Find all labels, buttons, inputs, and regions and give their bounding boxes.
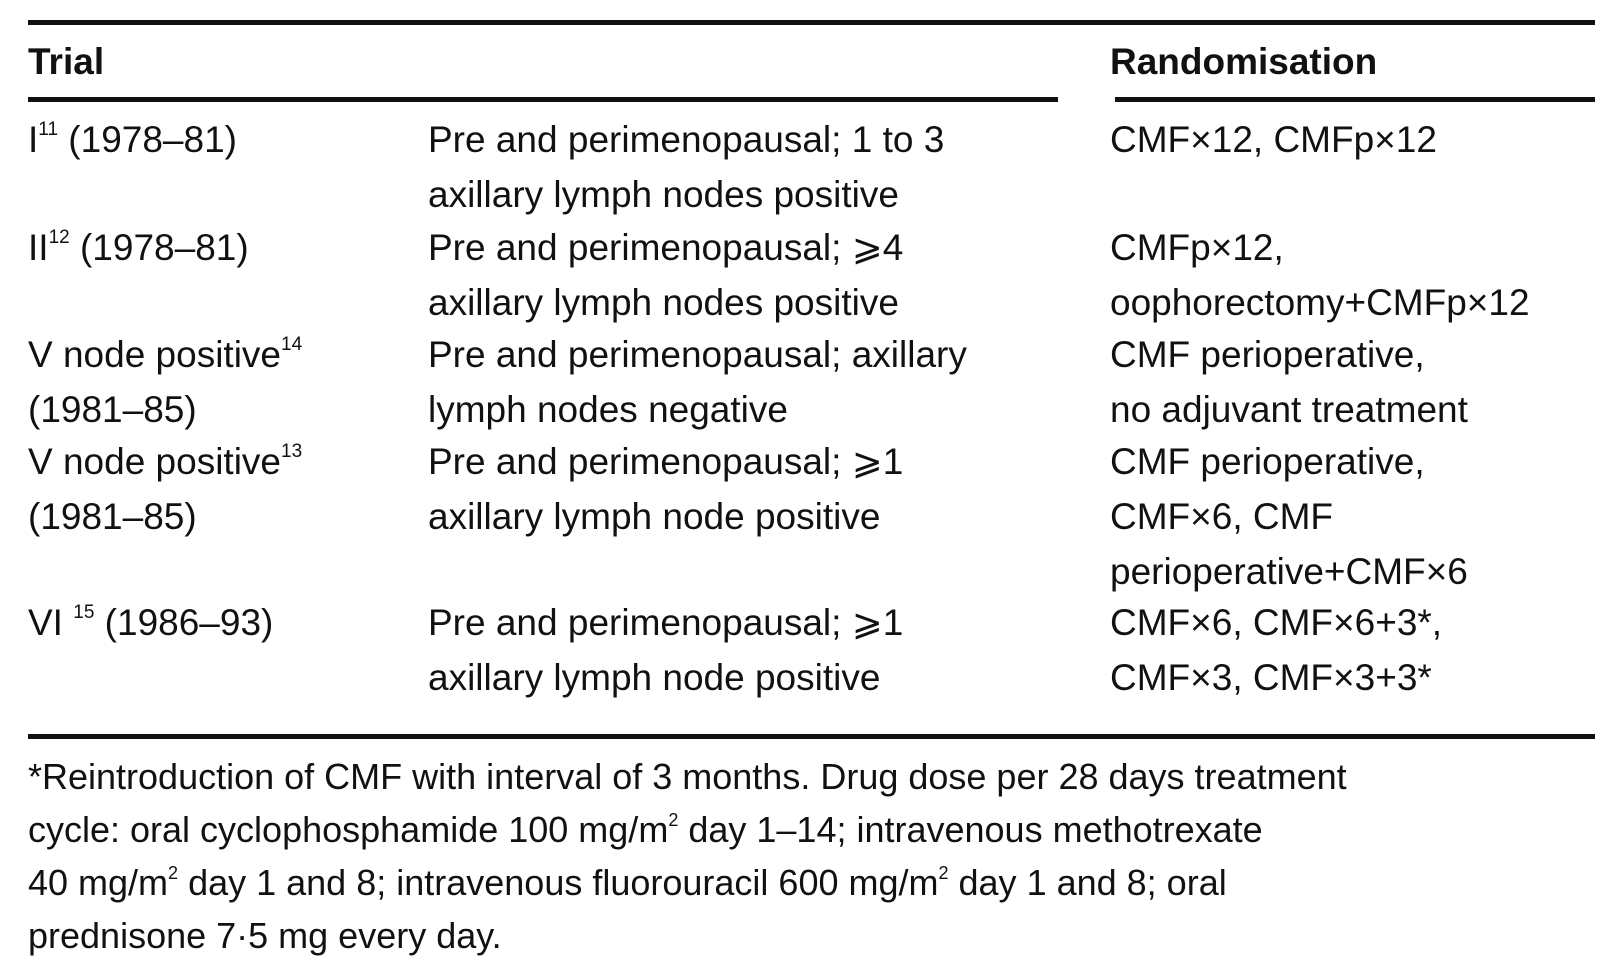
trial-cell: VI 15 (1986–93) <box>28 595 408 650</box>
reference-superscript: 13 <box>281 441 303 462</box>
table-footnote: *Reintroduction of CMF with interval of … <box>28 750 1598 962</box>
trial-years: (1981–85) <box>28 389 197 430</box>
trial-name: VI <box>28 602 74 643</box>
randomisation-line: CMF perioperative, <box>1110 441 1425 482</box>
header-rule-trial <box>28 97 1058 102</box>
trial-name: V node positive <box>28 334 282 375</box>
population-line: axillary lymph nodes positive <box>428 282 899 323</box>
randomisation-line: perioperative+CMF×6 <box>1110 551 1468 592</box>
population-line: axillary lymph nodes positive <box>428 174 899 215</box>
trial-cell: I11 (1978–81) <box>28 112 408 167</box>
randomisation-line: CMF×6, CMF×6+3*, <box>1110 602 1443 643</box>
population-line: axillary lymph node positive <box>428 496 881 537</box>
randomisation-cell: CMF×6, CMF×6+3*, CMF×3, CMF×3+3* <box>1110 595 1605 705</box>
footnote-line: 40 mg/m2 day 1 and 8; intravenous fluoro… <box>28 856 1598 909</box>
randomisation-line: CMFp×12, <box>1110 227 1284 268</box>
trial-years: (1978–81) <box>69 227 249 268</box>
population-line: Pre and perimenopausal; ⩾1 <box>428 602 904 643</box>
population-line: Pre and perimenopausal; ⩾4 <box>428 227 904 268</box>
reference-superscript: 11 <box>38 119 59 140</box>
trial-cell: II12 (1978–81) <box>28 220 408 275</box>
footnote-text: day 1–14; intravenous methotrexate <box>678 809 1263 850</box>
reference-superscript: 15 <box>73 602 95 623</box>
randomisation-cell: CMFp×12, oophorectomy+CMFp×12 <box>1110 220 1605 330</box>
footnote-superscript: 2 <box>168 863 179 883</box>
reference-superscript: 14 <box>281 334 303 355</box>
randomisation-line: CMF perioperative, <box>1110 334 1425 375</box>
population-cell: Pre and perimenopausal; ⩾1 axillary lymp… <box>428 434 1068 544</box>
trial-years: (1978–81) <box>58 119 237 160</box>
population-cell: Pre and perimenopausal; 1 to 3 axillary … <box>428 112 1068 222</box>
footnote-line: *Reintroduction of CMF with interval of … <box>28 756 1347 797</box>
population-cell: Pre and perimenopausal; ⩾1 axillary lymp… <box>428 595 1068 705</box>
randomisation-cell: CMF perioperative, CMF×6, CMF perioperat… <box>1110 434 1605 599</box>
header-rule-randomisation <box>1115 97 1595 102</box>
footnote-text: day 1 and 8; intravenous fluorouracil 60… <box>178 862 939 903</box>
randomisation-cell: CMF perioperative, no adjuvant treatment <box>1110 327 1605 437</box>
randomisation-line: CMF×12, CMFp×12 <box>1110 119 1437 160</box>
footnote-text: day 1 and 8; oral <box>948 862 1227 903</box>
randomisation-line: oophorectomy+CMFp×12 <box>1110 282 1530 323</box>
footnote-line: prednisone 7·5 mg every day. <box>28 915 502 956</box>
footnote-superscript: 2 <box>668 810 679 830</box>
population-line: Pre and perimenopausal; ⩾1 <box>428 441 904 482</box>
population-line: Pre and perimenopausal; 1 to 3 <box>428 119 945 160</box>
population-line: axillary lymph node positive <box>428 657 881 698</box>
population-line: Pre and perimenopausal; axillary <box>428 334 967 375</box>
trial-cell: V node positive13 (1981–85) <box>28 434 408 544</box>
reference-superscript: 12 <box>48 227 70 248</box>
column-header-trial: Trial <box>28 41 105 82</box>
population-cell: Pre and perimenopausal; axillary lymph n… <box>428 327 1068 437</box>
randomisation-line: CMF×6, CMF <box>1110 496 1334 537</box>
randomisation-line: CMF×3, CMF×3+3* <box>1110 657 1432 698</box>
column-header-randomisation: Randomisation <box>1110 41 1378 82</box>
trial-name: II <box>28 227 49 268</box>
footnote-text: cycle: oral cyclophosphamide 100 mg/m <box>28 809 669 850</box>
population-cell: Pre and perimenopausal; ⩾4 axillary lymp… <box>428 220 1068 330</box>
trial-cell: V node positive14 (1981–85) <box>28 327 408 437</box>
footnote-text: 40 mg/m <box>28 862 169 903</box>
table-top-rule <box>28 20 1595 25</box>
footnote-line: cycle: oral cyclophosphamide 100 mg/m2 d… <box>28 803 1598 856</box>
trial-years: (1981–85) <box>28 496 197 537</box>
trial-name: I <box>28 119 39 160</box>
randomisation-cell: CMF×12, CMFp×12 <box>1110 112 1605 167</box>
trial-name: V node positive <box>28 441 282 482</box>
population-line: lymph nodes negative <box>428 389 788 430</box>
trial-years: (1986–93) <box>94 602 274 643</box>
footnote-superscript: 2 <box>938 863 949 883</box>
randomisation-line: no adjuvant treatment <box>1110 389 1468 430</box>
table-bottom-rule <box>28 734 1595 739</box>
